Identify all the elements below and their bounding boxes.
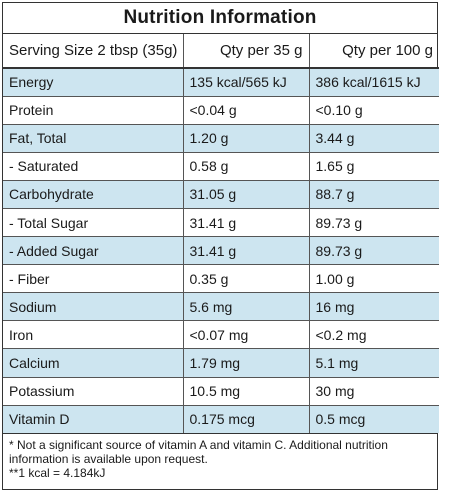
qty-per-serving: <0.04 g: [182, 95, 309, 125]
table-row: - Added Sugar 31.41 g 89.73 g: [3, 236, 439, 265]
qty-per-100g: 89.73 g: [308, 207, 439, 237]
footnote-line: information is available upon request.: [9, 452, 208, 467]
nutrient-label: Vitamin D: [3, 404, 183, 434]
table-header: Serving Size 2 tbsp (35g) Qty per 35 g Q…: [3, 34, 439, 69]
table-row: Iron <0.07 mg <0.2 mg: [3, 320, 439, 349]
qty-per-100g: <0.2 mg: [308, 320, 439, 349]
qty-per-serving: 31.41 g: [182, 236, 309, 265]
qty-per-serving: 31.05 g: [182, 179, 309, 209]
table-row: Fat, Total 1.20 g 3.44 g: [3, 123, 439, 153]
nutrient-label: - Fiber: [3, 264, 183, 293]
qty-per-100g: 386 kcal/1615 kJ: [308, 68, 439, 97]
qty-per-100g: <0.10 g: [308, 95, 439, 125]
qty-per-serving: 0.175 mcg: [182, 404, 309, 434]
nutrient-label: Protein: [3, 95, 183, 125]
qty-per-serving: 1.79 mg: [182, 348, 309, 378]
nutrient-label: Fat, Total: [3, 123, 183, 153]
qty-per-100g: 89.73 g: [308, 236, 439, 265]
qty-per-serving: 0.58 g: [182, 151, 309, 181]
nutrient-label: - Added Sugar: [3, 236, 183, 265]
footnote-kcal-conversion: **1 kcal = 4.184kJ: [9, 466, 106, 481]
qty-per-serving: 10.5 mg: [182, 376, 309, 406]
qty-per-serving: 135 kcal/565 kJ: [182, 68, 309, 97]
nutrition-table: Serving Size 2 tbsp (35g) Qty per 35 g Q…: [3, 34, 439, 434]
nutrient-label: Iron: [3, 320, 183, 349]
panel-title: Nutrition Information: [3, 3, 437, 34]
nutrient-label: Sodium: [3, 292, 183, 321]
qty-per-100g: 0.5 mcg: [308, 404, 439, 434]
qty-per-100g: 88.7 g: [308, 179, 439, 209]
qty-per-serving: 5.6 mg: [182, 292, 309, 321]
footnote-line: * Not a significant source of vitamin A …: [9, 438, 388, 453]
qty-per-serving: 1.20 g: [182, 123, 309, 153]
qty-per-100g-header: Qty per 100 g: [308, 34, 439, 69]
nutrient-label: - Total Sugar: [3, 207, 183, 237]
nutrient-label: Potassium: [3, 376, 183, 406]
qty-per-100g: 16 mg: [308, 292, 439, 321]
table-row: Sodium 5.6 mg 16 mg: [3, 292, 439, 321]
qty-per-100g: 3.44 g: [308, 123, 439, 153]
qty-per-100g: 5.1 mg: [308, 348, 439, 378]
nutrition-panel: Nutrition Information Serving Size 2 tbs…: [2, 2, 439, 490]
nutrient-label: - Saturated: [3, 151, 183, 181]
qty-per-serving: <0.07 mg: [182, 320, 309, 349]
table-row: - Fiber 0.35 g 1.00 g: [3, 264, 439, 293]
qty-per-100g: 1.00 g: [308, 264, 439, 293]
nutrient-label: Calcium: [3, 348, 183, 378]
table-row: Potassium 10.5 mg 30 mg: [3, 376, 439, 406]
qty-per-serving-header: Qty per 35 g: [182, 34, 309, 69]
qty-per-serving: 0.35 g: [182, 264, 309, 293]
header-row: Serving Size 2 tbsp (35g) Qty per 35 g Q…: [3, 34, 439, 69]
table-row: - Total Sugar 31.41 g 89.73 g: [3, 207, 439, 237]
table-row: Protein <0.04 g <0.10 g: [3, 95, 439, 125]
nutrient-label: Carbohydrate: [3, 179, 183, 209]
table-row: Energy 135 kcal/565 kJ 386 kcal/1615 kJ: [3, 68, 439, 97]
table-body: Energy 135 kcal/565 kJ 386 kcal/1615 kJ …: [3, 68, 439, 434]
table-row: Carbohydrate 31.05 g 88.7 g: [3, 179, 439, 209]
table-row: - Saturated 0.58 g 1.65 g: [3, 151, 439, 181]
serving-size-header: Serving Size 2 tbsp (35g): [3, 34, 183, 69]
qty-per-serving: 31.41 g: [182, 207, 309, 237]
table-row: Calcium 1.79 mg 5.1 mg: [3, 348, 439, 378]
qty-per-100g: 1.65 g: [308, 151, 439, 181]
nutrient-label: Energy: [3, 68, 183, 97]
table-row: Vitamin D 0.175 mcg 0.5 mcg: [3, 404, 439, 434]
qty-per-100g: 30 mg: [308, 376, 439, 406]
footnote: * Not a significant source of vitamin A …: [3, 433, 437, 480]
